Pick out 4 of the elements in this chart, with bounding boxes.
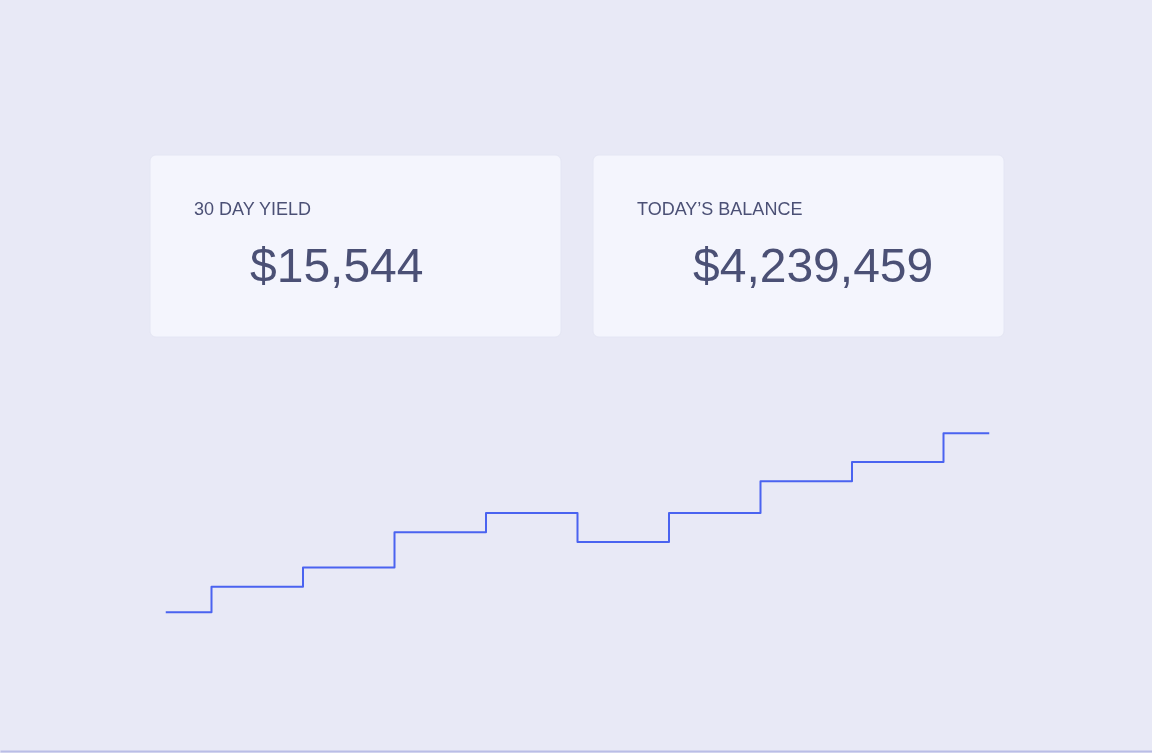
text: TODAY’S BALANCE	[637, 199, 803, 219]
text: 30 DAY YIELD	[194, 199, 312, 219]
text: $15,544	[250, 239, 424, 292]
text: $4,239,459	[693, 239, 934, 292]
